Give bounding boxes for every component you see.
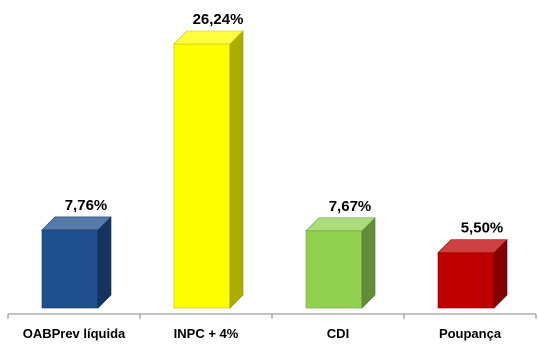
- bar-side-face: [361, 217, 376, 309]
- bar-side-face: [97, 216, 112, 309]
- x-tick-label-1: OABPrev líquida: [23, 326, 126, 341]
- data-label-1: 7,76%: [65, 197, 108, 214]
- x-tick-label-2: INPC + 4%: [174, 326, 239, 341]
- axis-group: [7, 313, 537, 319]
- bars-group: [41, 30, 508, 309]
- bar-top-face: [305, 217, 376, 232]
- bar-2: [173, 30, 244, 309]
- labels-group: 7,76% OABPrev líquida 26,24% INPC + 4% 7,67%…: [23, 11, 504, 341]
- bar-front-face: [305, 230, 363, 309]
- bar-front-face: [437, 252, 495, 309]
- data-label-4: 5,50%: [461, 220, 504, 237]
- x-tick-label-3: CDI: [327, 326, 349, 341]
- bar-4: [437, 238, 508, 309]
- bar-top-face: [41, 216, 112, 231]
- bar-3: [305, 217, 376, 309]
- x-tick-label-4: Poupança: [439, 326, 502, 341]
- bar-1: [41, 216, 112, 309]
- bar-top-face: [437, 239, 508, 253]
- data-label-2: 26,24%: [193, 11, 244, 28]
- bar-front-face: [41, 229, 99, 309]
- bar-front-face: [173, 43, 231, 309]
- bar-top-face: [173, 30, 244, 45]
- data-label-3: 7,67%: [329, 198, 372, 215]
- bar-side-face: [229, 30, 244, 309]
